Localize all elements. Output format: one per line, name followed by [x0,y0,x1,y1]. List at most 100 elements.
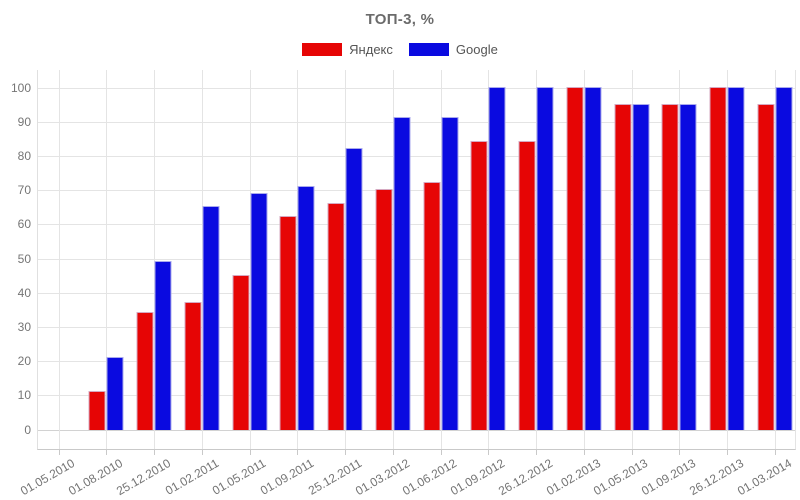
bar-google [536,86,554,430]
legend: Яндекс Google [0,42,800,57]
bar-group [518,86,554,430]
h-gridline [37,224,796,226]
bar-google [488,86,506,430]
y-axis-label: 30 [17,319,31,334]
x-tick-mark [440,450,442,455]
x-axis-label: 01.09.2013 [639,456,699,499]
x-tick-mark [58,450,60,455]
bar-yandex [279,216,297,430]
h-gridline [37,361,796,363]
v-gridline [106,70,108,450]
v-gridline [58,70,60,450]
bar-group [709,86,745,430]
bar-group [88,356,124,430]
y-axis-label: 20 [17,354,31,369]
v-gridline [154,70,155,450]
bar-yandex [327,202,345,430]
x-axis-label: 26.12.2013 [686,456,746,499]
x-axis-label: 01.09.2012 [448,456,508,499]
x-axis-label: 26.12.2012 [495,456,555,499]
x-axis-label: 01.02.2011 [162,456,221,498]
bar-yandex [661,103,679,430]
x-tick-mark [583,450,585,455]
h-gridline [37,326,796,328]
h-gridline [37,87,796,89]
bar-yandex [709,86,727,430]
x-tick-mark [345,450,346,455]
x-tick-mark [727,450,728,455]
bar-google [393,117,411,430]
h-gridline [37,292,796,294]
h-gridline [37,121,796,123]
bar-yandex [470,141,488,430]
bar-yandex [232,274,249,430]
h-gridline [37,258,796,260]
bar-google [679,103,697,430]
bar-google [106,356,124,430]
x-axis-label: 25.12.2010 [113,456,173,499]
bar-group [661,103,697,430]
y-axis-label: 70 [17,183,31,198]
plot-border [37,70,796,450]
bar-group [232,192,267,430]
x-tick-mark [154,450,155,455]
legend-swatch-google [408,43,449,56]
x-tick-mark [106,450,108,455]
x-tick-mark [679,450,681,455]
bar-yandex [566,86,584,430]
x-tick-mark [392,450,394,455]
bar-yandex [88,390,106,430]
bar-google [154,260,172,430]
bar-google [441,117,458,430]
bar-group [423,117,458,430]
x-axis-label: 01.08.2010 [66,456,126,499]
bar-google [727,86,745,430]
bar-google [202,206,220,430]
y-axis-label: 80 [17,148,31,163]
bar-yandex [136,312,154,430]
legend-label: Яндекс [349,42,393,57]
legend-swatch-yandex [302,43,343,56]
y-axis-label: 40 [17,285,31,300]
bar-yandex [423,182,440,430]
bar-group [757,86,793,430]
y-axis-label: 0 [24,422,31,437]
bar-group [566,86,602,430]
y-axis-label: 50 [17,251,31,266]
bar-yandex [518,141,536,430]
bar-group [375,117,411,430]
bar-google [250,192,267,430]
bar-google [345,148,363,430]
x-axis-label: 01.05.2011 [210,456,269,498]
x-tick-mark [249,450,251,455]
x-tick-mark [297,450,299,455]
bar-yandex [757,103,775,430]
x-tick-mark [488,450,490,455]
bar-yandex [375,189,393,430]
bar-google [297,185,315,430]
bar-group [327,148,363,430]
bar-group [279,185,315,430]
chart-title: ТОП-3, % [365,11,435,28]
h-gridline [37,190,796,192]
bar-google [775,86,793,430]
x-axis-label: 01.03.2014 [734,456,794,499]
y-axis-label: 10 [17,388,31,403]
bar-group [136,260,172,430]
bar-yandex [184,301,202,430]
y-axis-label: 100 [10,80,31,95]
bar-yandex [614,103,631,430]
h-gridline [37,429,796,431]
x-tick-mark [774,450,776,455]
x-tick-mark [536,450,537,455]
bar-google [584,86,602,430]
bar-group [470,86,506,430]
legend-label: Google [455,42,498,57]
h-gridline [37,395,796,397]
bar-group [184,206,220,430]
legend-item: Google [408,42,498,57]
x-tick-mark [631,450,633,455]
x-axis-label: 01.09.2011 [258,456,317,498]
bar-group [614,103,649,430]
